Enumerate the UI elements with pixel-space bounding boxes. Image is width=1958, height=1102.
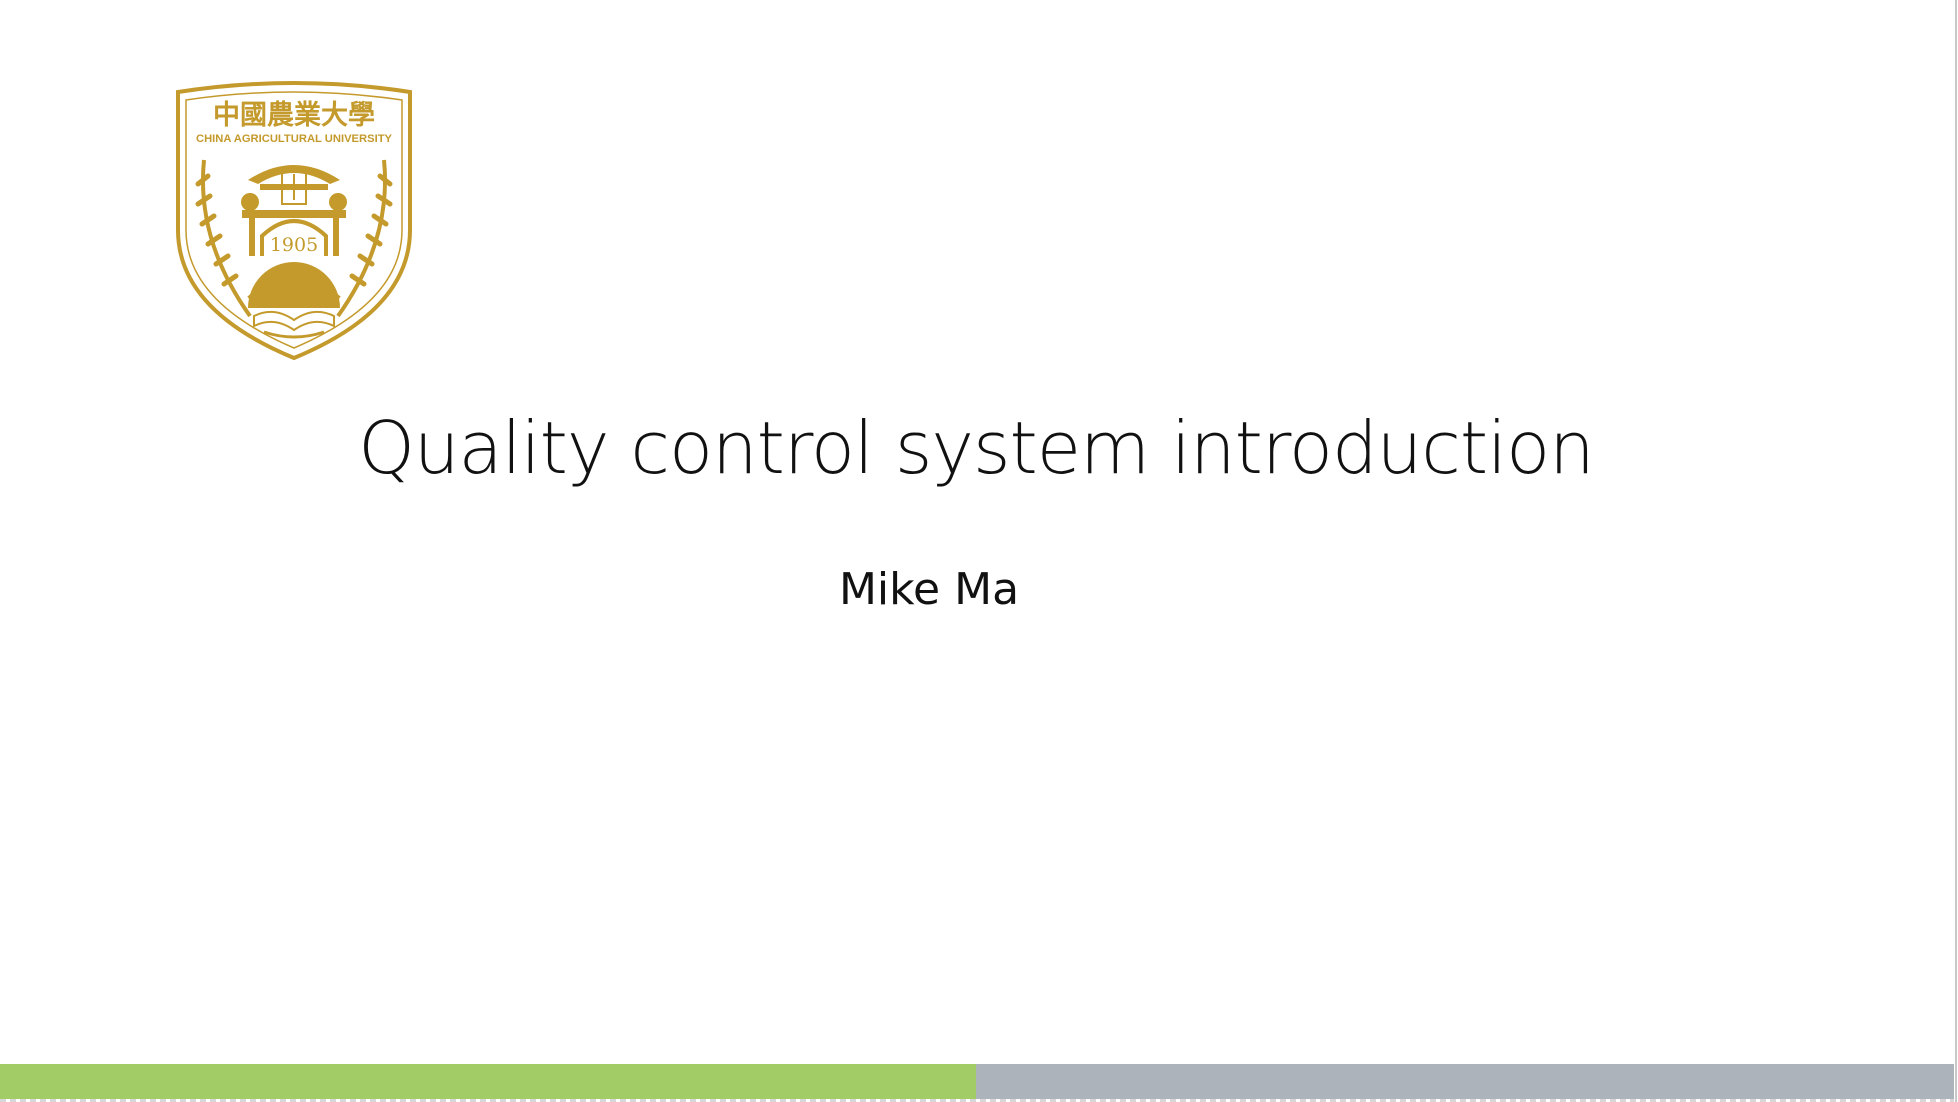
university-logo: 中國農業大學 CHINA AGRICULTURAL UNIVERSITY 190… xyxy=(168,80,420,362)
footer-bar xyxy=(0,1064,1954,1100)
footer-bar-green xyxy=(0,1064,976,1100)
slide-subtitle: Mike Ma xyxy=(838,564,1020,615)
logo-year: 1905 xyxy=(270,234,318,256)
footer-bar-gray xyxy=(976,1064,1954,1100)
logo-name-en: CHINA AGRICULTURAL UNIVERSITY xyxy=(196,133,393,145)
slide-right-edge xyxy=(1955,0,1957,1102)
logo-name-cn: 中國農業大學 xyxy=(213,100,375,131)
bottom-divider xyxy=(0,1099,1954,1102)
slide-title: Quality control system introduction xyxy=(358,406,1595,490)
